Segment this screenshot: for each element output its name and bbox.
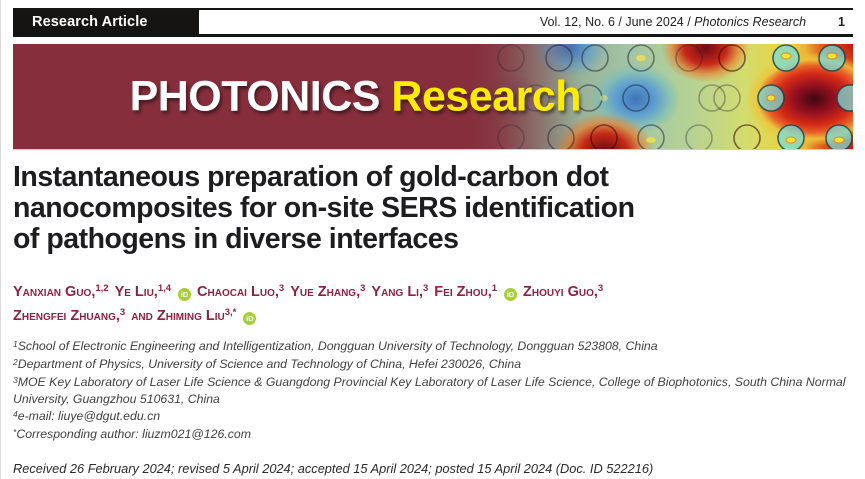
article-type-label: Research Article [32, 14, 148, 30]
author: Chaocai Luo,3 [197, 283, 285, 300]
issue-line: Vol. 12, No. 6 / June 2024 / Photonics R… [199, 10, 853, 34]
journal-name: Photonics Research [694, 15, 807, 29]
affiliation-1: 1School of Electronic Engineering and In… [13, 339, 658, 353]
author-affil-sup: 3,* [224, 307, 237, 318]
author-affil-sup: 3 [119, 307, 126, 318]
author-line-2: Zhengfei Zhuang,3 and Zhiming Liu3,* iD [13, 305, 853, 329]
logo-word-research: Research [391, 72, 582, 120]
article-history-line: Received 26 February 2024; revised 5 Apr… [13, 460, 654, 476]
author-line-1: Yanxian Guo,1,2 Ye Liu,1,4 iD Chaocai Luo,3… [13, 281, 853, 305]
journal-banner: PHOTONICS Research [13, 44, 853, 150]
page-number: 1 [838, 15, 845, 29]
heatmap-circles-overlay [497, 44, 853, 149]
author: Yang Li,3 [371, 283, 429, 300]
orcid-icon[interactable]: iD [504, 288, 518, 301]
author-affil-sup: 1,2 [95, 283, 109, 294]
title-line-2: nanocomposites for on-site SERS identifi… [13, 192, 635, 224]
author: Ye Liu,1,4 [114, 283, 172, 300]
title-line-1: Instantaneous preparation of gold-carbon… [13, 161, 609, 193]
article-type-badge: Research Article [13, 10, 199, 34]
author-affil-sup: 3 [423, 283, 429, 294]
author-list: Yanxian Guo,1,2 Ye Liu,1,4 iD Chaocai Luo,3… [13, 281, 853, 329]
author-affil-sup: 1,4 [157, 283, 172, 294]
corresponding-author-note: *Corresponding author: liuzm021@126.com [13, 426, 251, 441]
affiliation-2: 2Department of Physics, University of Sc… [13, 356, 522, 371]
orcid-icon[interactable]: iD [178, 288, 192, 301]
author: Fei Zhou,1 [434, 283, 498, 300]
affiliation-3: 3MOE Key Laboratory of Laser Life Scienc… [13, 374, 846, 407]
photonics-field-heatmap-image [465, 44, 853, 149]
author: Yanxian Guo,1,2 [13, 283, 109, 300]
header-bar: Research Article Vol. 12, No. 6 / June 2… [13, 8, 853, 37]
author-affil-sup: 3 [597, 283, 604, 294]
article-title: Instantaneous preparation of gold-carbon… [13, 162, 853, 255]
author: Yue Zhang,3 [290, 283, 366, 300]
author-affil-sup: 3 [278, 283, 285, 294]
author-email-note: 4e-mail: liuye@dgut.edu.cn [13, 409, 161, 424]
orcid-icon[interactable]: iD [243, 312, 257, 325]
title-line-3: of pathogens in diverse interfaces [13, 223, 459, 255]
author: Zhengfei Zhuang,3 [13, 307, 126, 324]
author: and Zhiming Liu3,* [131, 307, 237, 324]
author-affil-sup: 3 [360, 283, 366, 294]
affiliation-list: 1School of Electronic Engineering and In… [13, 338, 853, 444]
journal-logo: PHOTONICS Research [38, 44, 582, 149]
logo-word-photonics: PHOTONICS [129, 72, 392, 120]
author: Zhouyi Guo,3 [523, 283, 604, 300]
author-affil-sup: 1 [491, 283, 498, 294]
issue-info: Vol. 12, No. 6 / June 2024 / [539, 15, 695, 29]
